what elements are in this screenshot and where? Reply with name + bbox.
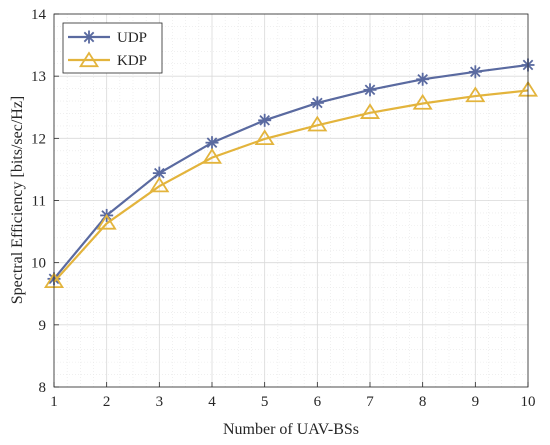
data-point: [465, 86, 486, 103]
series-line-udp: [53, 63, 529, 280]
data-point: [307, 115, 328, 132]
y-axis-label: Spectral Efficiency [bits/sec/Hz]: [9, 96, 26, 305]
data-point: [363, 83, 377, 97]
data-point: [310, 96, 324, 110]
legend-box: [62, 22, 163, 74]
legend-udp-label: UDP: [117, 30, 147, 46]
legend-udp-marker: [82, 30, 96, 44]
data-point: [149, 176, 170, 193]
x-tick-label: 1: [50, 394, 58, 410]
x-tick-label: 5: [261, 394, 269, 410]
y-tick-label: 10: [31, 256, 46, 272]
y-tick-label: 14: [31, 7, 47, 23]
y-tick-label: 9: [39, 318, 47, 334]
y-tick-label: 11: [32, 194, 46, 210]
legend-udp-asterisk: [82, 30, 96, 44]
x-tick-label: 2: [103, 394, 111, 410]
y-tick-label: 13: [31, 69, 46, 85]
x-tick-label: 4: [208, 394, 216, 410]
y-tick-label: 12: [31, 131, 46, 147]
legend: UDP KDP: [62, 22, 163, 74]
x-axis-label: Number of UAV-BSs: [223, 421, 359, 438]
data-point: [96, 213, 117, 230]
data-point: [359, 103, 381, 119]
data-point: [258, 113, 272, 127]
data-point: [205, 136, 219, 150]
legend-kdp-marker: [78, 51, 100, 68]
x-tick-label: 7: [366, 394, 374, 410]
series-line-kdp: [53, 89, 529, 283]
x-tick-label: 8: [419, 394, 427, 410]
data-point: [416, 72, 430, 86]
data-point: [412, 93, 433, 110]
legend-kdp-label: KDP: [117, 53, 147, 69]
axis-ticks: [53, 13, 529, 388]
data-point: [468, 65, 482, 79]
x-tick-label: 10: [521, 394, 536, 410]
x-tick-label: 9: [472, 394, 480, 410]
x-tick-label: 3: [156, 394, 164, 410]
legend-kdp-triangle: [78, 51, 100, 68]
data-point: [201, 147, 223, 164]
data-point: [254, 129, 275, 146]
y-tick-label: 8: [39, 380, 47, 396]
x-tick-label: 6: [314, 394, 322, 410]
